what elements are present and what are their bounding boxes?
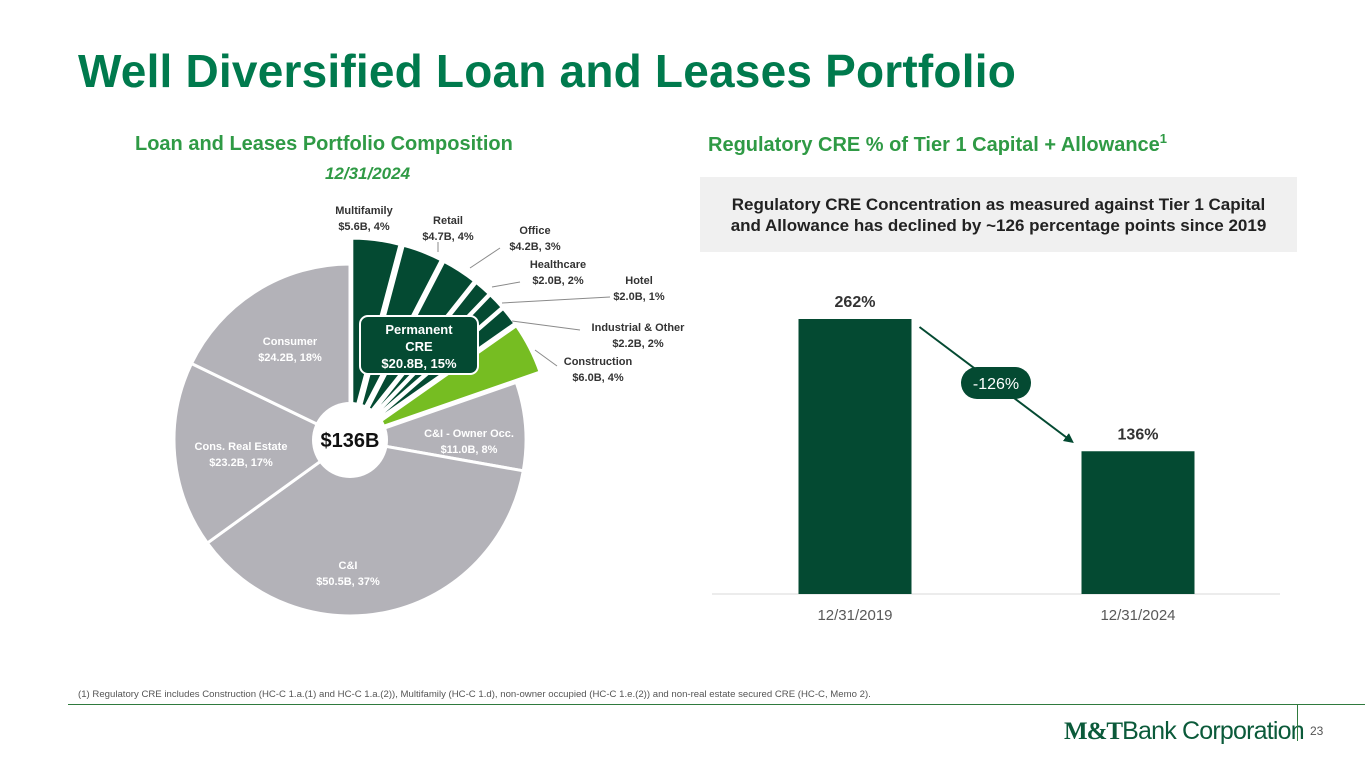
pie-chart: $136B Multifamily $5.6B, 4% Retail $4.7B, 4%…: [172, 205, 686, 618]
slice-label-office: Office $4.2B, 3%: [509, 225, 561, 253]
slice-label-hotel: Hotel $2.0B, 1%: [613, 275, 665, 303]
slice-name-construction: Construction: [564, 356, 633, 368]
footer-divider: [68, 704, 1365, 705]
slice-value-industrial-and-other: $2.2B, 2%: [612, 338, 664, 350]
page-title: Well Diversified Loan and Leases Portfol…: [78, 45, 1016, 97]
x-tick-12-31-2019: 12/31/2019: [817, 607, 892, 624]
slice-label-construction: Construction $6.0B, 4%: [564, 356, 633, 384]
pie-slice-candi-owner-occ: [344, 380, 528, 473]
callout-box: Regulatory CRE Concentration as measured…: [700, 177, 1297, 252]
pie-center-hole: [312, 402, 388, 478]
slice-name-industrial-and-other: Industrial & Other: [592, 322, 686, 334]
page-number: 23: [1310, 724, 1324, 738]
pie-slice-consumer: [189, 262, 352, 443]
pie-slice-cons-real-estate: [172, 361, 353, 546]
slice-name-candi-owner-occ: C&I - Owner Occ.: [424, 428, 514, 440]
bar-value-12-31-2024: 136%: [1118, 426, 1159, 443]
leader-line-construction: [534, 349, 558, 367]
slice-name-office: Office: [519, 225, 550, 237]
bar-chart-title-text: Regulatory CRE % of Tier 1 Capital + All…: [708, 134, 1160, 156]
logo-divider: [1297, 705, 1298, 741]
permanent-cre-box: [359, 315, 479, 375]
bar-chart-title: Regulatory CRE % of Tier 1 Capital + All…: [708, 131, 1167, 157]
pie-chart-date: 12/31/2024: [324, 164, 411, 183]
slice-label-candi: C&I $50.5B, 37%: [316, 560, 380, 588]
leader-line-hotel: [501, 296, 611, 304]
slice-value-candi-owner-occ: $11.0B, 8%: [441, 444, 498, 456]
slice-name-hotel: Hotel: [625, 275, 653, 287]
slice-value-consumer: $24.2B, 18%: [258, 352, 322, 364]
slice-name-healthcare: Healthcare: [530, 259, 586, 271]
callout-text: Regulatory CRE Concentration as measured…: [730, 194, 1267, 235]
slice-name-consumer: Consumer: [263, 336, 318, 348]
bar-12-31-2019: [798, 319, 912, 594]
slice-label-multifamily: Multifamily $5.6B, 4%: [335, 205, 393, 233]
bar-value-12-31-2019: 262%: [835, 294, 876, 311]
slice-value-candi: $50.5B, 37%: [316, 576, 380, 588]
slice-value-cons-real-estate: $23.2B, 17%: [209, 457, 273, 469]
bar-chart: 262% 12/31/2019 136% 12/31/2024 -126%: [712, 294, 1280, 624]
leader-line-office: [469, 247, 501, 269]
slice-label-consumer: Consumer $24.2B, 18%: [258, 336, 322, 364]
slice-value-construction: $6.0B, 4%: [572, 372, 624, 384]
footnote-marker: 1: [1159, 131, 1168, 146]
slice-label-industrial-and-other: Industrial & Other $2.2B, 2%: [592, 322, 686, 350]
bar-12-31-2024: [1081, 451, 1195, 594]
change-badge: [961, 367, 1031, 399]
permanent-cre-callout: Permanent CRE $20.8B, 15%: [359, 315, 479, 375]
slice-value-healthcare: $2.0B, 2%: [532, 275, 584, 287]
slice-label-retail: Retail $4.7B, 4%: [422, 215, 474, 243]
pie-slice-candi: [205, 438, 526, 618]
permanent-cre-line-1: Permanent: [385, 322, 453, 337]
permanent-cre-line-2: CRE: [405, 339, 433, 354]
slice-name-cons-real-estate: Cons. Real Estate: [195, 441, 288, 453]
slice-label-candi-owner-occ: C&I - Owner Occ. $11.0B, 8%: [424, 428, 514, 456]
change-label: -126%: [973, 376, 1019, 393]
x-tick-12-31-2024: 12/31/2024: [1100, 607, 1175, 624]
permanent-cre-line-3: $20.8B, 15%: [381, 356, 457, 371]
pie-chart-title: Loan and Leases Portfolio Composition: [135, 133, 513, 155]
slice-value-multifamily: $5.6B, 4%: [338, 221, 390, 233]
slice-value-retail: $4.7B, 4%: [422, 231, 474, 243]
slice-name-retail: Retail: [433, 215, 463, 227]
pie-slice-construction: [361, 323, 543, 436]
leader-line-healthcare: [491, 281, 521, 288]
pie-center-label: $136B: [321, 430, 380, 452]
footnote: (1) Regulatory CRE includes Construction…: [78, 689, 871, 700]
slice-label-healthcare: Healthcare $2.0B, 2%: [530, 259, 586, 287]
logo-text: Bank Corporation: [1122, 717, 1305, 745]
slice-name-multifamily: Multifamily: [335, 205, 393, 217]
slice-value-office: $4.2B, 3%: [509, 241, 561, 253]
slice-value-hotel: $2.0B, 1%: [613, 291, 665, 303]
leader-line-industrial-and-other: [511, 320, 581, 331]
slice-name-candi: C&I: [339, 560, 358, 572]
slice-label-cons-real-estate: Cons. Real Estate $23.2B, 17%: [195, 441, 288, 469]
company-logo: M&TBank Corporation: [1064, 717, 1305, 746]
logo-mark: M&T: [1064, 718, 1123, 745]
